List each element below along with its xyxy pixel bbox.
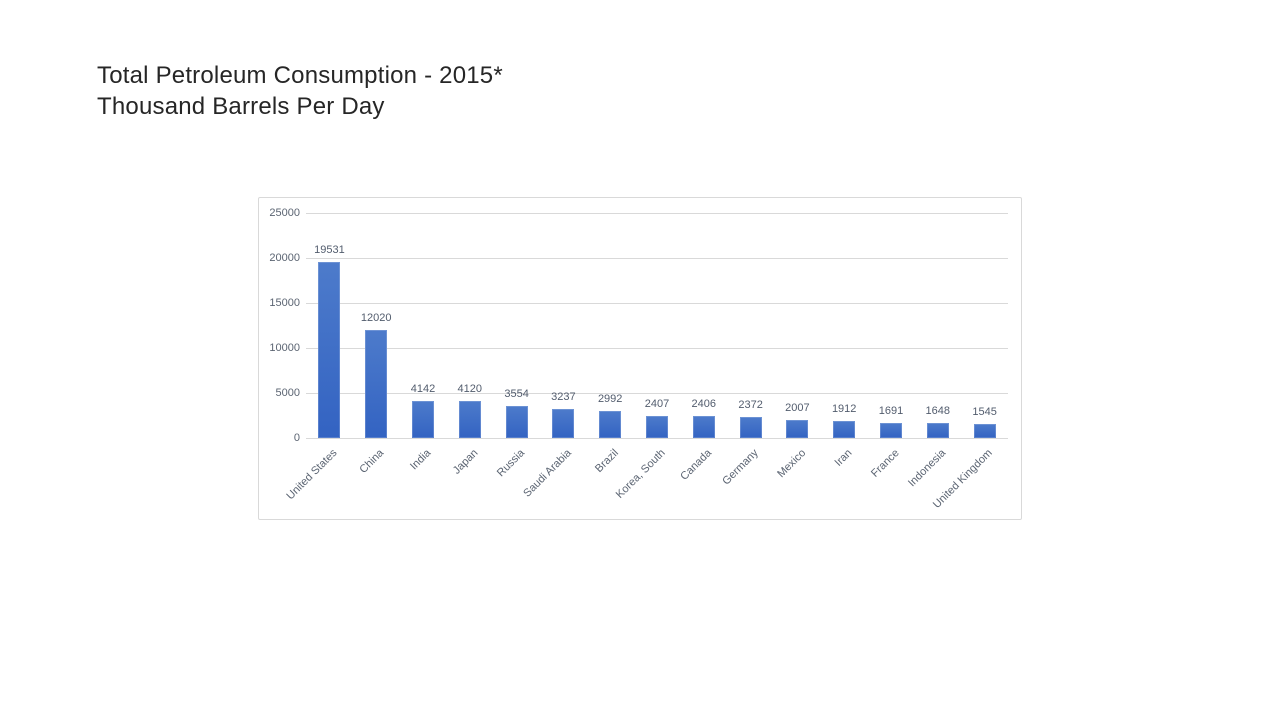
x-category-label: Canada: [678, 447, 715, 483]
x-category-label: India: [408, 447, 434, 473]
x-category-label: Brazil: [592, 447, 621, 475]
y-gridline: [306, 258, 1008, 259]
bar-germany: [739, 416, 762, 438]
bar-france: [880, 422, 902, 438]
bar-japan: [458, 400, 481, 438]
bar-indonesia: [926, 423, 949, 438]
x-category-label: Iran: [832, 447, 855, 469]
bar-value-label: 1912: [831, 402, 857, 415]
y-gridline: [306, 393, 1008, 394]
bar-saudi-arabia: [552, 408, 575, 438]
bar-mexico: [786, 419, 809, 438]
bar-brazil: [599, 411, 622, 438]
y-tick-label: 25000: [269, 207, 300, 219]
bar-value-label: 2407: [644, 398, 670, 411]
y-tick-label: 20000: [269, 252, 300, 264]
slide-title-line2: Thousand Barrels Per Day: [97, 93, 385, 120]
x-category-label: Saudi Arabia: [521, 447, 574, 500]
bar-value-label: 2406: [691, 398, 717, 411]
y-tick-label: 10000: [269, 342, 300, 354]
x-category-label: Japan: [450, 447, 481, 477]
bar-united-kingdom: [973, 424, 996, 438]
x-category-label: Germany: [720, 447, 762, 488]
x-category-label: China: [357, 447, 387, 476]
bar-korea-south: [646, 416, 668, 438]
y-gridline: [306, 213, 1008, 214]
bar-value-label: 2992: [597, 393, 623, 406]
bar-iran: [833, 420, 856, 438]
slide-title: Total Petroleum Consumption - 2015* Thou…: [97, 60, 503, 122]
y-gridline: [306, 438, 1008, 439]
x-category-label: France: [868, 447, 902, 480]
y-gridline: [306, 348, 1008, 349]
bar-india: [412, 400, 434, 438]
x-category-label: Russia: [494, 447, 528, 480]
bar-value-label: 2372: [738, 398, 763, 411]
y-gridline: [306, 303, 1008, 304]
bar-canada: [692, 416, 715, 438]
slide-title-line1: Total Petroleum Consumption - 2015*: [97, 62, 503, 89]
x-category-label: Korea, South: [613, 447, 668, 501]
bar-value-label: 1648: [925, 405, 951, 418]
bar-value-label: 2007: [785, 401, 810, 414]
chart-plot-area: 0 5000 10000 15000 20000 25000 19531 United Sta…: [259, 198, 1021, 519]
petroleum-consumption-bar-chart: 0 5000 10000 15000 20000 25000 19531 United Sta…: [258, 197, 1022, 520]
bar-value-label: 3554: [504, 388, 529, 400]
bar-china: [365, 329, 388, 438]
bar-value-label: 1691: [878, 404, 904, 417]
bar-value-label: 4120: [457, 382, 483, 395]
bar-value-label: 19531: [314, 244, 345, 257]
y-tick-label: 5000: [275, 387, 300, 399]
y-tick-label: 15000: [269, 297, 300, 309]
bar-united-states: [318, 262, 341, 438]
x-category-label: Mexico: [774, 447, 808, 481]
bar-value-label: 4142: [410, 382, 436, 395]
bar-value-label: 12020: [360, 311, 392, 324]
bar-value-label: 1545: [972, 406, 997, 419]
x-category-label: United States: [284, 447, 340, 503]
bar-value-label: 3237: [551, 390, 576, 403]
x-category-label: Indonesia: [906, 447, 949, 490]
y-tick-label: 0: [293, 432, 300, 444]
bar-russia: [505, 406, 528, 438]
